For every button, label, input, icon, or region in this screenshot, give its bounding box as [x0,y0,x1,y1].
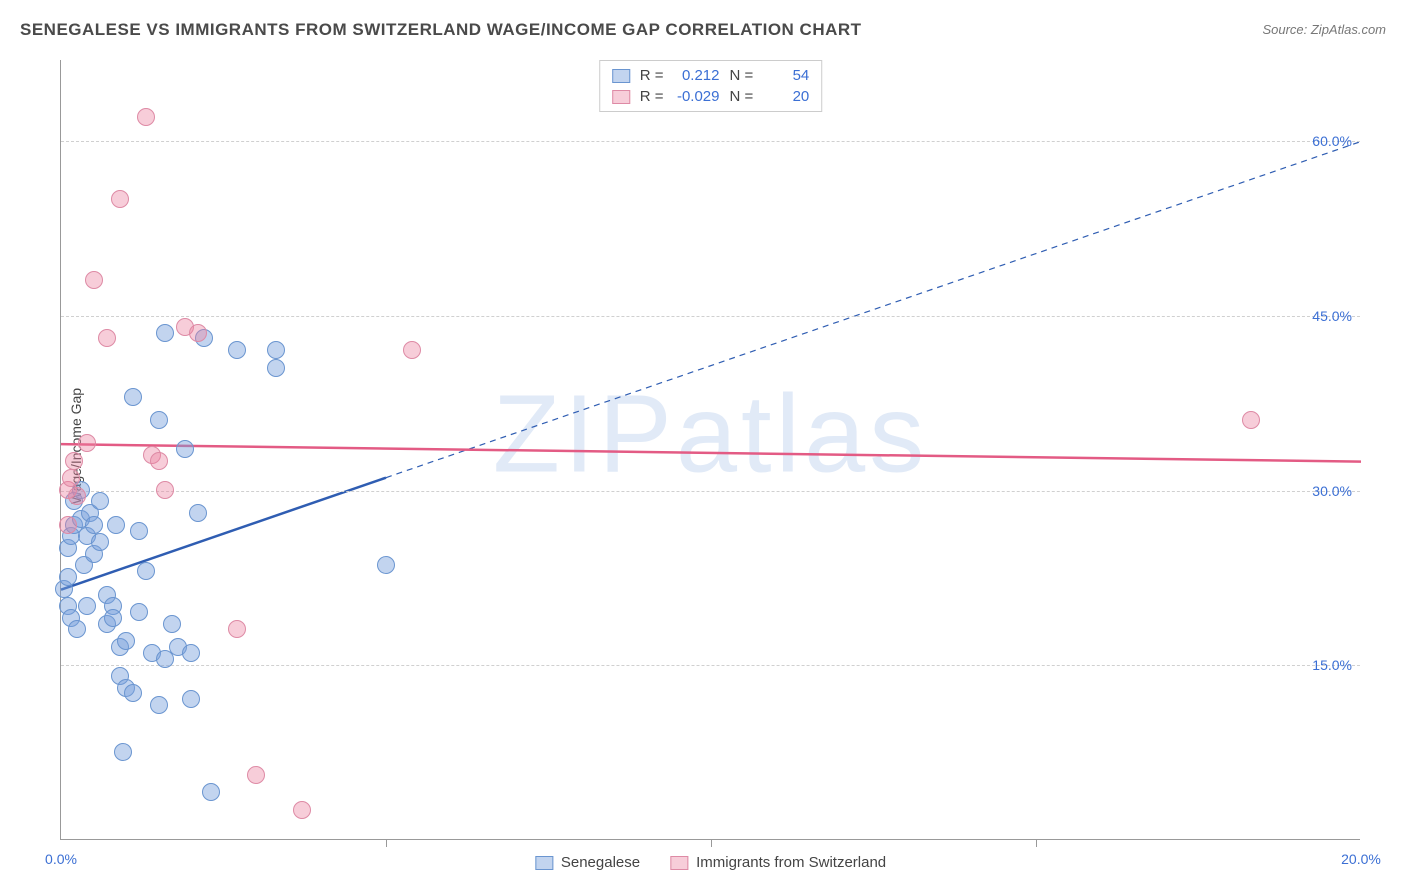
data-point [137,562,155,580]
r-label: R = [640,88,664,105]
data-point [156,324,174,342]
correlation-chart: SENEGALESE VS IMMIGRANTS FROM SWITZERLAN… [10,10,1396,882]
plot-area: ZIPatlas R = 0.212 N = 54 R = -0.029 N =… [60,60,1360,840]
y-tick-label: 30.0% [1312,483,1352,499]
series-swatch [670,856,688,870]
data-point [114,743,132,761]
legend-item: Senegalese [535,854,640,871]
data-point [156,481,174,499]
y-tick-label: 45.0% [1312,308,1352,324]
data-point [68,620,86,638]
n-label: N = [730,67,754,84]
y-tick-label: 15.0% [1312,657,1352,673]
n-value: 20 [763,88,809,105]
r-label: R = [640,67,664,84]
grid-line [61,491,1360,492]
r-value: 0.212 [674,67,720,84]
grid-line [61,316,1360,317]
stats-legend-box: R = 0.212 N = 54 R = -0.029 N = 20 [599,60,823,112]
x-tick [1036,839,1037,847]
x-tick [386,839,387,847]
data-point [85,271,103,289]
data-point [267,341,285,359]
data-point [78,597,96,615]
data-point [176,440,194,458]
data-point [65,452,83,470]
data-point [91,533,109,551]
legend-label: Immigrants from Switzerland [696,854,886,871]
data-point [117,632,135,650]
data-point [130,603,148,621]
stats-row: R = -0.029 N = 20 [612,86,810,107]
data-point [1242,411,1260,429]
data-point [189,324,207,342]
data-point [78,434,96,452]
source-label: Source: ZipAtlas.com [1262,22,1386,37]
data-point [247,766,265,784]
trend-lines-svg [61,60,1361,840]
n-value: 54 [763,67,809,84]
y-tick-label: 60.0% [1312,133,1352,149]
grid-line [61,665,1360,666]
data-point [182,644,200,662]
chart-title: SENEGALESE VS IMMIGRANTS FROM SWITZERLAN… [20,20,862,40]
legend-label: Senegalese [561,854,640,871]
data-point [111,190,129,208]
data-point [377,556,395,574]
data-point [104,609,122,627]
data-point [403,341,421,359]
data-point [137,108,155,126]
data-point [182,690,200,708]
data-point [293,801,311,819]
x-tick [711,839,712,847]
data-point [68,487,86,505]
data-point [228,341,246,359]
series-swatch [612,69,630,83]
data-point [267,359,285,377]
n-label: N = [730,88,754,105]
data-point [202,783,220,801]
legend-item: Immigrants from Switzerland [670,854,886,871]
data-point [124,684,142,702]
data-point [59,568,77,586]
r-value: -0.029 [674,88,720,105]
data-point [98,329,116,347]
series-swatch [535,856,553,870]
data-point [228,620,246,638]
data-point [150,696,168,714]
data-point [124,388,142,406]
data-point [150,411,168,429]
data-point [150,452,168,470]
data-point [59,516,77,534]
data-point [91,492,109,510]
data-point [85,516,103,534]
data-point [107,516,125,534]
data-point [189,504,207,522]
data-point [130,522,148,540]
x-tick-label: 0.0% [45,851,77,867]
bottom-legend: Senegalese Immigrants from Switzerland [535,854,886,871]
x-tick-label: 20.0% [1341,851,1381,867]
data-point [62,469,80,487]
data-point [163,615,181,633]
grid-line [61,141,1360,142]
stats-row: R = 0.212 N = 54 [612,65,810,86]
series-swatch [612,90,630,104]
